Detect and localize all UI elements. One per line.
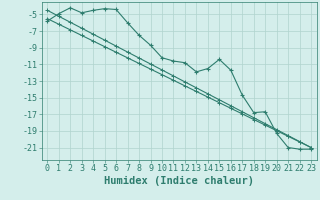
X-axis label: Humidex (Indice chaleur): Humidex (Indice chaleur) <box>104 176 254 186</box>
